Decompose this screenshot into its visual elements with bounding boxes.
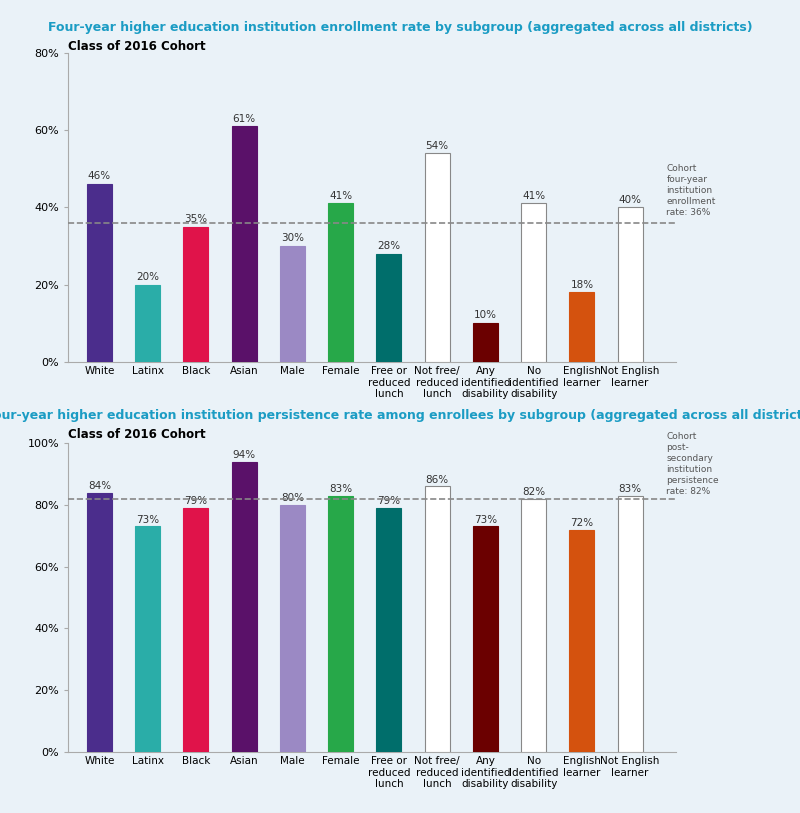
Text: 18%: 18% xyxy=(570,280,594,289)
Bar xyxy=(521,498,546,752)
Bar xyxy=(425,153,450,362)
Bar xyxy=(183,227,209,362)
Text: 73%: 73% xyxy=(136,515,159,525)
Text: Four-year higher education institution persistence rate among enrollees by subgr: Four-year higher education institution p… xyxy=(0,409,800,422)
Bar xyxy=(231,126,257,362)
Bar xyxy=(87,493,112,752)
Text: 28%: 28% xyxy=(378,241,401,251)
Bar xyxy=(328,203,353,362)
Text: 84%: 84% xyxy=(88,481,111,491)
Text: 94%: 94% xyxy=(233,450,256,460)
Text: 35%: 35% xyxy=(184,214,207,224)
Text: 83%: 83% xyxy=(618,484,642,494)
Text: 82%: 82% xyxy=(522,487,546,497)
Text: 30%: 30% xyxy=(281,233,304,243)
Bar xyxy=(328,496,353,752)
Text: Class of 2016 Cohort: Class of 2016 Cohort xyxy=(68,40,206,53)
Text: Cohort
four-year
institution
enrollment
rate: 36%: Cohort four-year institution enrollment … xyxy=(666,163,716,217)
Text: Class of 2016 Cohort: Class of 2016 Cohort xyxy=(68,428,206,441)
Text: 46%: 46% xyxy=(88,172,111,181)
Bar xyxy=(473,323,498,362)
Text: 73%: 73% xyxy=(474,515,497,525)
Bar xyxy=(570,529,594,752)
Text: 41%: 41% xyxy=(522,191,546,201)
Text: 20%: 20% xyxy=(136,272,159,282)
Text: 79%: 79% xyxy=(378,497,401,506)
Bar xyxy=(473,527,498,752)
Text: 79%: 79% xyxy=(184,497,207,506)
Text: 83%: 83% xyxy=(329,484,352,494)
Bar xyxy=(618,496,642,752)
Text: 10%: 10% xyxy=(474,311,497,320)
Text: 86%: 86% xyxy=(426,475,449,485)
Text: Cohort
post-
secondary
institution
persistence
rate: 82%: Cohort post- secondary institution persi… xyxy=(666,432,719,496)
Bar xyxy=(570,292,594,362)
Text: 54%: 54% xyxy=(426,141,449,150)
Bar xyxy=(425,486,450,752)
Text: 41%: 41% xyxy=(329,191,352,201)
Text: 80%: 80% xyxy=(281,493,304,503)
Text: Four-year higher education institution enrollment rate by subgroup (aggregated a: Four-year higher education institution e… xyxy=(48,21,752,34)
Bar xyxy=(87,184,112,362)
Bar xyxy=(376,254,402,362)
Bar xyxy=(618,207,642,362)
Bar xyxy=(521,203,546,362)
Bar xyxy=(280,246,305,362)
Text: 40%: 40% xyxy=(618,194,642,205)
Text: 72%: 72% xyxy=(570,518,594,528)
Bar xyxy=(231,462,257,752)
Bar xyxy=(183,508,209,752)
Text: 61%: 61% xyxy=(233,114,256,124)
Bar xyxy=(135,527,160,752)
Bar xyxy=(280,505,305,752)
Bar xyxy=(135,285,160,362)
Bar xyxy=(376,508,402,752)
